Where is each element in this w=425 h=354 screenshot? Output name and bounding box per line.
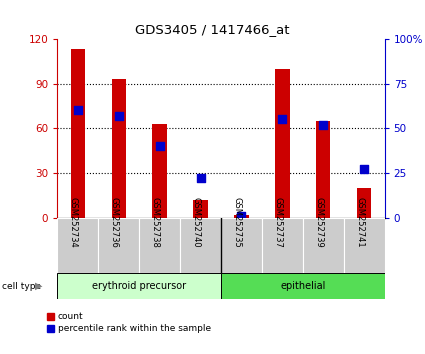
Bar (316, 121, 330, 218)
Bar (71, 49, 85, 218)
Bar (303, 218, 344, 273)
Point (197, 176, 204, 181)
Bar (234, 215, 249, 218)
Bar (139, 218, 180, 273)
Text: GSM252735: GSM252735 (232, 197, 241, 247)
Bar (275, 69, 289, 218)
Point (361, 167, 368, 172)
Text: epithelial: epithelial (280, 281, 326, 291)
Bar (57, 273, 221, 299)
Bar (112, 79, 126, 218)
Text: cell type: cell type (2, 281, 41, 291)
Text: erythroid precursor: erythroid precursor (92, 281, 186, 291)
Bar (344, 218, 385, 273)
Bar (98, 218, 139, 273)
Point (156, 143, 163, 149)
Text: GSM252737: GSM252737 (273, 197, 282, 247)
Point (279, 116, 286, 122)
Point (74, 108, 81, 113)
Bar (193, 200, 208, 218)
Bar (57, 218, 98, 273)
Text: GSM252741: GSM252741 (355, 197, 364, 247)
Text: GSM252740: GSM252740 (192, 197, 201, 247)
Text: GSM252736: GSM252736 (110, 197, 119, 247)
Bar (262, 218, 303, 273)
Bar (180, 218, 221, 273)
Point (320, 122, 327, 127)
Bar (357, 188, 371, 218)
Text: ▶: ▶ (35, 281, 43, 291)
Text: GDS3405 / 1417466_at: GDS3405 / 1417466_at (135, 23, 290, 36)
Bar (221, 218, 262, 273)
Bar (153, 124, 167, 218)
Text: GSM252738: GSM252738 (150, 197, 160, 247)
Text: GSM252739: GSM252739 (314, 197, 323, 247)
Bar (221, 273, 385, 299)
Legend: count, percentile rank within the sample: count, percentile rank within the sample (47, 313, 211, 333)
Point (115, 113, 122, 119)
Point (238, 213, 245, 219)
Text: GSM252734: GSM252734 (69, 197, 78, 247)
